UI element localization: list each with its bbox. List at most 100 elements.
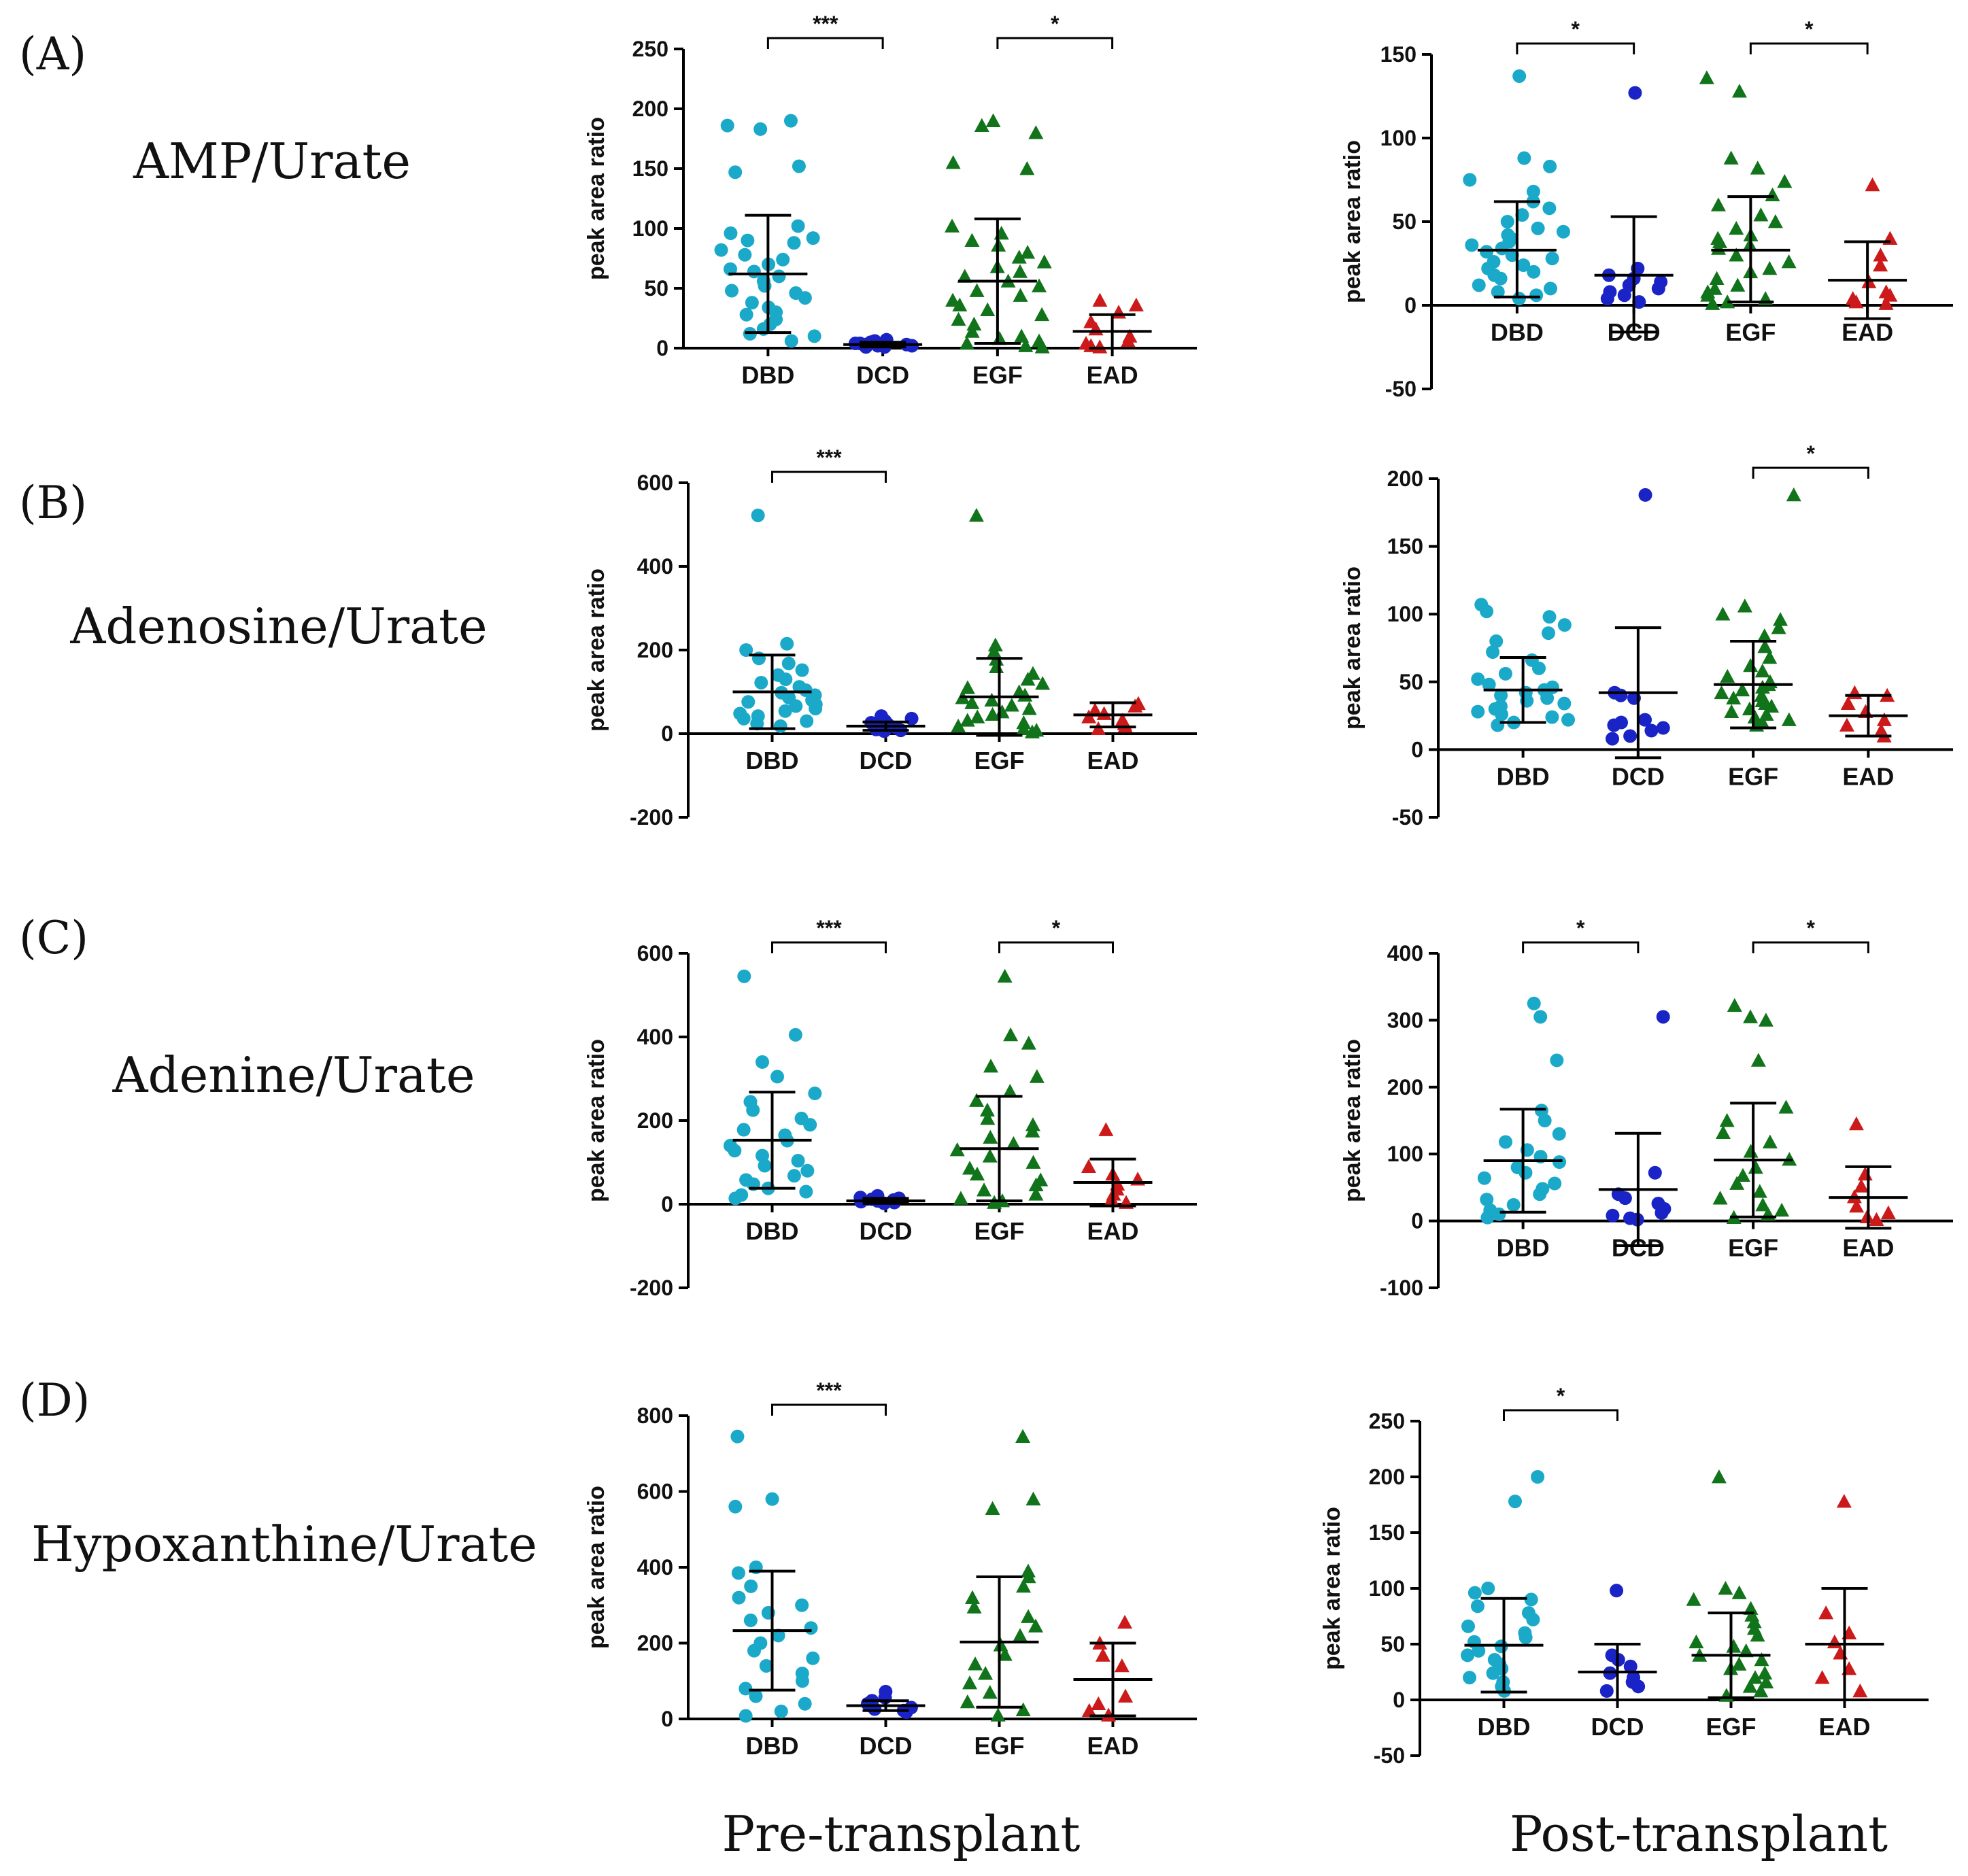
row-label-adenine-urate: Adenine/Urate — [112, 1046, 475, 1104]
y-tick-label: 400 — [1387, 941, 1423, 966]
data-point-ead — [1876, 712, 1892, 726]
y-tick-label: 50 — [644, 276, 668, 301]
significance-label: * — [1805, 17, 1814, 41]
data-point-dbd — [1531, 1470, 1545, 1484]
data-point-dcd — [1628, 86, 1642, 100]
data-point-egf — [1737, 598, 1752, 613]
data-point-dbd — [1531, 661, 1546, 675]
data-point-egf — [1002, 1083, 1018, 1098]
column-label-pre-transplant: Pre-transplant — [722, 1805, 1081, 1862]
x-tick-label-egf: EGF — [1728, 1234, 1778, 1262]
panel-letter-a: (A) — [19, 28, 86, 80]
x-tick-label-dbd: DBD — [746, 1217, 799, 1245]
data-point-egf — [960, 1694, 975, 1709]
data-point-egf — [1028, 1618, 1044, 1633]
data-point-dbd — [781, 656, 796, 670]
data-point-dcd — [904, 711, 919, 726]
column-label-post-transplant: Post-transplant — [1510, 1805, 1888, 1862]
data-point-egf — [1750, 160, 1765, 175]
data-point-dbd — [1480, 245, 1494, 259]
data-point-dbd — [809, 702, 823, 716]
data-point-ead — [1091, 1696, 1106, 1711]
y-tick-label: 0 — [661, 1192, 673, 1216]
data-point-dbd — [1465, 238, 1479, 252]
data-point-ead — [1081, 1159, 1096, 1173]
significance-bracket — [1516, 42, 1635, 54]
y-tick-label: 200 — [637, 1108, 673, 1133]
x-tick-label-dcd: DCD — [856, 361, 909, 389]
data-point-egf — [1013, 288, 1028, 302]
data-point-ead — [1117, 718, 1133, 733]
data-point-egf — [960, 680, 975, 694]
data-point-dbd — [1512, 292, 1526, 306]
data-point-egf — [969, 283, 985, 297]
x-tick-label-egf: EGF — [972, 361, 1023, 389]
data-point-egf — [949, 1142, 965, 1157]
data-point-dbd — [751, 508, 765, 522]
row-label-adenosine-urate: Adenosine/Urate — [69, 598, 487, 655]
data-point-dbd — [739, 643, 753, 657]
data-point-egf — [1021, 701, 1037, 715]
x-tick-label-dbd: DBD — [746, 747, 799, 774]
significance-label: *** — [816, 445, 842, 470]
y-tick-label: 50 — [1399, 670, 1423, 694]
x-tick-label-egf: EGF — [1725, 318, 1776, 346]
data-point-egf — [1021, 1609, 1036, 1623]
data-point-egf — [1011, 250, 1027, 264]
data-point-egf — [1753, 1683, 1769, 1698]
data-point-dbd — [1519, 1631, 1533, 1645]
data-point-dcd — [1617, 288, 1631, 303]
x-tick-label-ead: EAD — [1087, 1217, 1138, 1245]
significance-label: *** — [816, 916, 842, 940]
data-point-egf — [1748, 1670, 1763, 1684]
data-point-dbd — [746, 1103, 760, 1117]
chart-adenosine-urate-pre: -200 0 200 400 600 peak area ratio DBD DCD EGF EA… — [583, 445, 1197, 830]
data-point-egf — [953, 1191, 968, 1205]
x-tick-label-ead: EAD — [1842, 762, 1894, 790]
significance-bracket — [998, 941, 1114, 953]
data-point-dbd — [1491, 718, 1505, 732]
data-point-dbd — [1467, 1586, 1482, 1600]
data-point-egf — [1024, 724, 1040, 738]
data-point-egf — [1777, 173, 1793, 188]
data-point-egf — [1720, 294, 1735, 309]
data-point-egf — [1747, 709, 1763, 723]
y-axis-label: peak area ratio — [1340, 1039, 1365, 1202]
y-tick-label: 200 — [637, 1631, 673, 1656]
data-point-dbd — [1550, 1053, 1564, 1068]
data-point-egf — [1714, 685, 1729, 700]
data-point-dbd — [1486, 1666, 1500, 1680]
data-point-dbd — [800, 1163, 815, 1178]
data-point-dbd — [736, 711, 751, 726]
data-point-egf — [1757, 1665, 1773, 1679]
y-tick-label: 600 — [637, 1480, 673, 1504]
data-point-egf — [1699, 70, 1714, 84]
data-point-ead — [1840, 696, 1856, 711]
data-point-egf — [1724, 704, 1740, 718]
x-tick-label-ead: EAD — [1842, 318, 1893, 346]
y-tick-label: 200 — [637, 638, 673, 662]
data-point-egf — [1781, 254, 1797, 269]
y-tick-label: 250 — [632, 37, 668, 61]
data-point-dbd — [739, 1709, 753, 1723]
data-point-ead — [1827, 1634, 1842, 1649]
y-tick-label: 100 — [1387, 1142, 1423, 1166]
data-point-egf — [993, 1637, 1008, 1652]
data-point-egf — [1757, 628, 1772, 643]
data-point-dbd — [751, 651, 766, 666]
data-point-egf — [1016, 721, 1032, 735]
x-tick-label-ead: EAD — [1087, 1732, 1138, 1760]
significance-bracket — [1752, 466, 1869, 479]
data-point-egf — [1729, 248, 1744, 262]
data-point-egf — [1013, 264, 1028, 278]
y-axis-label: peak area ratio — [583, 1486, 609, 1649]
data-point-dbd — [750, 717, 764, 731]
y-tick-label: 200 — [1387, 1075, 1423, 1099]
data-point-dcd — [1600, 292, 1614, 306]
data-point-egf — [1731, 84, 1747, 98]
data-point-dbd — [724, 284, 739, 298]
data-point-dbd — [1482, 677, 1496, 692]
data-point-ead — [1081, 709, 1097, 723]
data-point-dbd — [795, 1674, 809, 1688]
data-point-dbd — [732, 1590, 746, 1605]
